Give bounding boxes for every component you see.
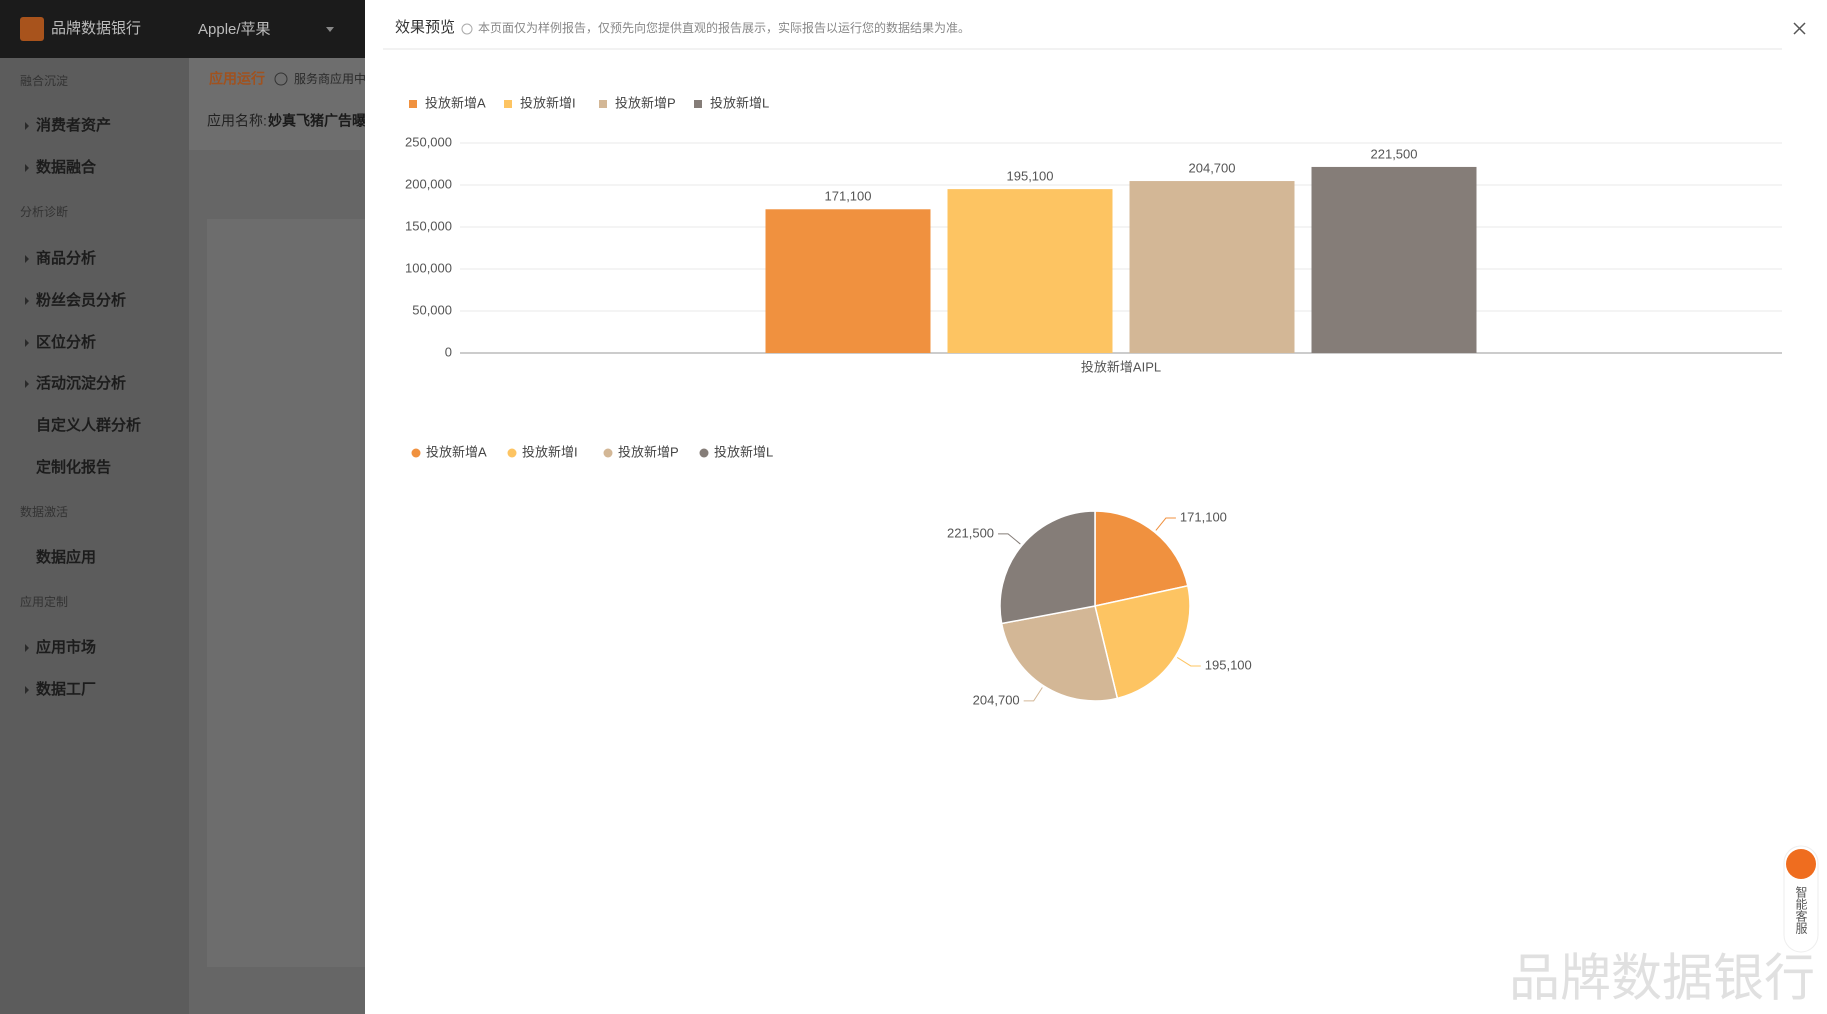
- bar: [947, 189, 1113, 353]
- legend-label: 投放新增A: [426, 444, 487, 459]
- brand-select[interactable]: Apple/苹果: [198, 21, 271, 38]
- logo: 品牌数据银行: [51, 20, 141, 37]
- top-bar: [0, 0, 365, 58]
- menu-item[interactable]: 数据工厂: [36, 680, 96, 698]
- expand-arrows: [25, 122, 29, 694]
- legend-swatch: [409, 100, 417, 108]
- bar: [1129, 181, 1295, 353]
- legend-label: 投放新增A: [425, 95, 486, 110]
- data-label: 204,700: [1189, 160, 1236, 175]
- legend-swatch: [411, 448, 421, 458]
- menu-item[interactable]: 定制化报告: [36, 458, 111, 476]
- tab-note: 服务商应用中: [294, 71, 366, 86]
- app-name: 妙真飞猪广告曝: [268, 113, 366, 129]
- leader-line: [1023, 687, 1043, 702]
- x-tick-label: 投放新增AIPL: [1081, 359, 1161, 374]
- service-icon: [1786, 849, 1816, 879]
- y-tick-label: 100,000: [405, 260, 452, 275]
- data-label: 195,100: [1007, 169, 1054, 184]
- logo-icon: [20, 17, 44, 41]
- menu-item[interactable]: 消费者资产: [36, 116, 111, 134]
- modal-title: 效果预览: [395, 19, 455, 36]
- info-icon: [274, 72, 288, 86]
- section-title: 应用定制: [20, 594, 68, 609]
- menu-item[interactable]: 数据应用: [36, 548, 96, 566]
- menu-item[interactable]: 粉丝会员分析: [36, 291, 126, 309]
- legend-swatch: [599, 100, 607, 108]
- content-info: [189, 102, 365, 150]
- legend-swatch: [504, 100, 512, 108]
- legend-label: 投放新增P: [618, 444, 679, 459]
- leader-line: [998, 533, 1021, 545]
- y-tick-label: 50,000: [412, 302, 452, 317]
- menu-item[interactable]: 区位分析: [36, 333, 96, 351]
- menu-item[interactable]: 自定义人群分析: [36, 416, 141, 434]
- legend-swatch: [694, 100, 702, 108]
- y-tick-label: 250,000: [405, 134, 452, 149]
- legend-swatch: [507, 448, 517, 458]
- service-label[interactable]: 智能客服: [1794, 885, 1808, 935]
- y-tick-label: 200,000: [405, 176, 452, 191]
- leader-line: [1176, 657, 1201, 667]
- content-card: [207, 219, 365, 967]
- modal: [365, 0, 1827, 1014]
- pie-slice: [1094, 510, 1189, 607]
- dropdown-arrow: [326, 27, 334, 32]
- data-label: 204,700: [973, 692, 1020, 707]
- close-button[interactable]: [1793, 22, 1806, 35]
- legend-label: 投放新增L: [714, 444, 773, 459]
- data-label: 171,100: [1180, 509, 1227, 524]
- modal-notice: 本页面仅为样例报告，仅预先向您提供直观的报告展示，实际报告以运行您的数据结果为准…: [478, 20, 970, 35]
- data-label: 221,500: [947, 525, 994, 540]
- watermark: 品牌数据银行: [1509, 949, 1815, 1006]
- section-title: 融合沉淀: [20, 73, 68, 88]
- bar: [1311, 166, 1477, 353]
- menu-item[interactable]: 活动沉淀分析: [36, 374, 126, 392]
- menu-item[interactable]: 数据融合: [36, 158, 97, 176]
- y-tick-label: 150,000: [405, 218, 452, 233]
- pie-slice: [1000, 605, 1119, 702]
- tab-active[interactable]: 应用运行: [209, 71, 265, 87]
- legend-label: 投放新增P: [615, 95, 676, 110]
- legend-swatch: [699, 448, 709, 458]
- section-title: 分析诊断: [20, 204, 68, 219]
- data-label: 171,100: [825, 189, 872, 204]
- notice-icon: [461, 23, 473, 35]
- menu-item[interactable]: 应用市场: [36, 638, 96, 656]
- y-tick-label: 0: [445, 344, 452, 359]
- menu-item[interactable]: 商品分析: [36, 249, 96, 267]
- legend-label: 投放新增L: [710, 95, 769, 110]
- content-tabs: [189, 58, 365, 102]
- legend-label: 投放新增I: [522, 444, 578, 459]
- pie-slice: [1094, 584, 1191, 700]
- legend-label: 投放新增I: [520, 95, 576, 110]
- bar: [765, 209, 931, 353]
- pie-slice: [999, 510, 1096, 625]
- data-label: 195,100: [1205, 657, 1252, 672]
- section-title: 数据激活: [20, 504, 68, 519]
- legend-swatch: [603, 448, 613, 458]
- data-label: 221,500: [1371, 146, 1418, 161]
- app-name-label: 应用名称:: [207, 113, 267, 129]
- sidebar: [0, 58, 189, 1014]
- leader-line: [1155, 517, 1176, 531]
